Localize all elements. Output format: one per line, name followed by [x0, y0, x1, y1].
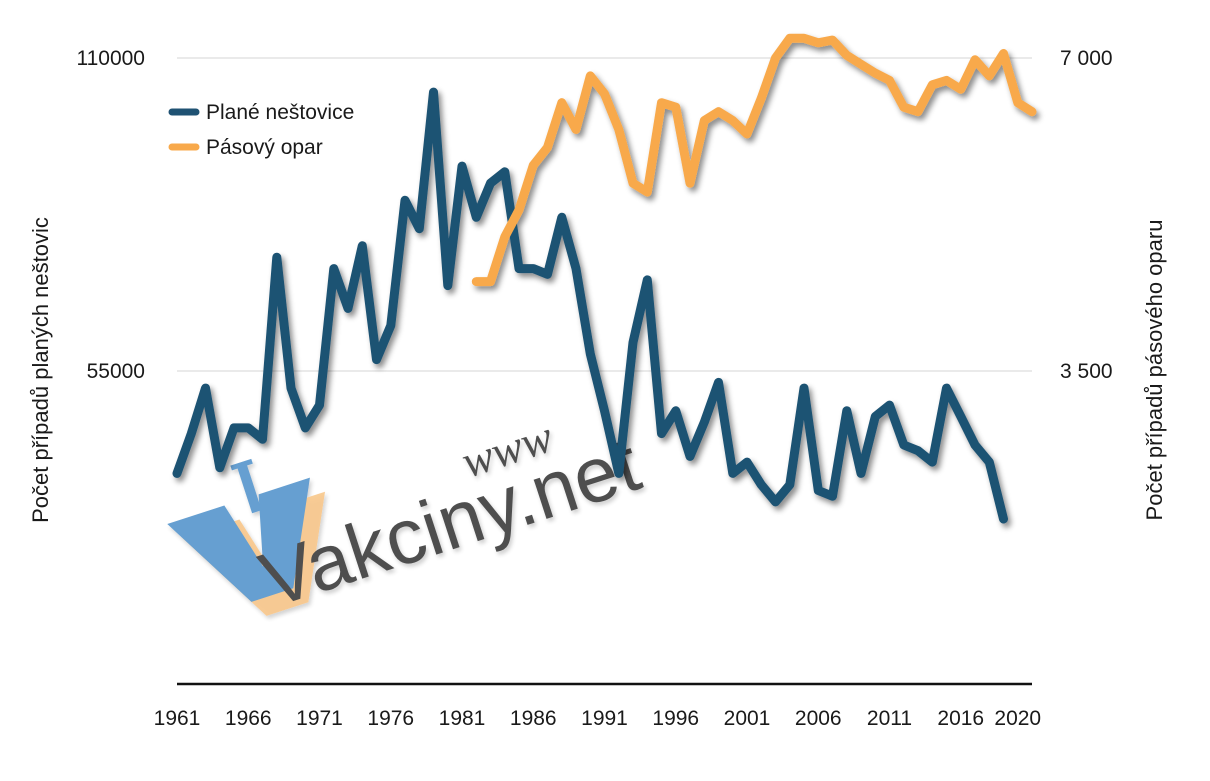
- legend-label-measles: Pásový opar: [206, 136, 323, 159]
- x-tick-label: 1971: [296, 707, 343, 730]
- watermark-v-emblem: [167, 458, 326, 616]
- tick-layer: 110000 55000 7 000 3 500 1961 1966 1971 1976 198…: [76, 47, 1112, 730]
- x-tick-label: 2020: [994, 707, 1041, 730]
- x-tick-label: 1976: [367, 707, 414, 730]
- x-tick-label: 2001: [724, 707, 771, 730]
- y-axis-left-title: Počet případů planých neštovic: [28, 217, 53, 523]
- watermark-text: Vakciny.net: [250, 419, 650, 624]
- legend: Plané neštovice Pásový opar: [168, 101, 354, 159]
- legend-label-smallpox: Plané neštovice: [206, 101, 354, 124]
- x-tick-label: 1986: [510, 707, 557, 730]
- x-tick-label: 1996: [652, 707, 699, 730]
- x-tick-label: 2016: [937, 707, 984, 730]
- y-left-tick-label: 55000: [87, 360, 145, 383]
- x-tick-label: 1966: [225, 707, 272, 730]
- series-layer: [172, 33, 1037, 524]
- y-right-tick-label: 3 500: [1060, 360, 1113, 383]
- series-line-measles: [471, 33, 1037, 287]
- x-tick-label: 1981: [439, 707, 486, 730]
- x-tick-label: 2011: [867, 707, 912, 730]
- x-tick-label: 1991: [581, 707, 628, 730]
- x-tick-label: 2006: [795, 707, 842, 730]
- y-axis-right-title: Počet případů pásového oparu: [1142, 220, 1167, 521]
- series-line-smallpox: [172, 87, 1008, 524]
- y-left-tick-label: 110000: [76, 47, 145, 70]
- y-right-tick-label: 7 000: [1060, 47, 1113, 70]
- x-tick-label: 1961: [154, 707, 201, 730]
